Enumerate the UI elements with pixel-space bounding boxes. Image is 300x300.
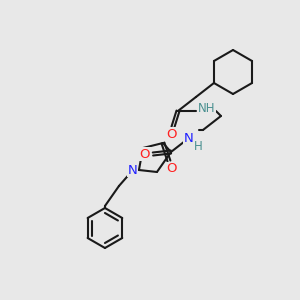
Text: O: O xyxy=(167,163,177,176)
Text: NH: NH xyxy=(198,101,216,115)
Text: N: N xyxy=(184,131,194,145)
Text: N: N xyxy=(128,164,138,176)
Text: O: O xyxy=(140,148,150,160)
Text: O: O xyxy=(167,128,177,140)
Text: H: H xyxy=(194,140,202,152)
